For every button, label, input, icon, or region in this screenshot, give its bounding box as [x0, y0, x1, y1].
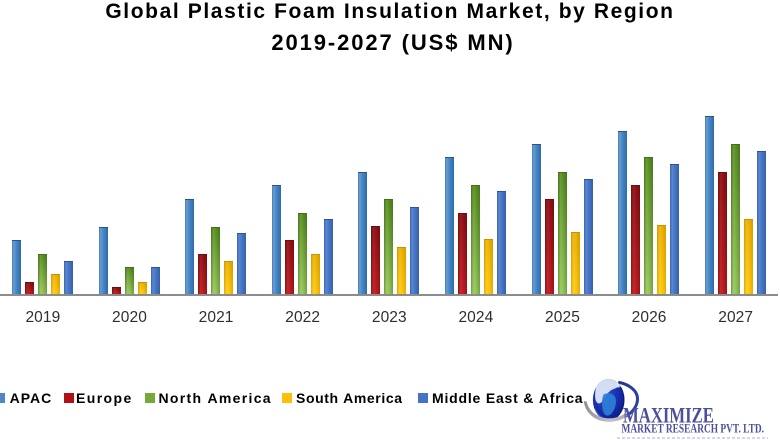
svg-text:MARKET RESEARCH PVT. LTD.: MARKET RESEARCH PVT. LTD.	[621, 422, 764, 436]
svg-text:MAXIMIZE: MAXIMIZE	[623, 405, 714, 429]
